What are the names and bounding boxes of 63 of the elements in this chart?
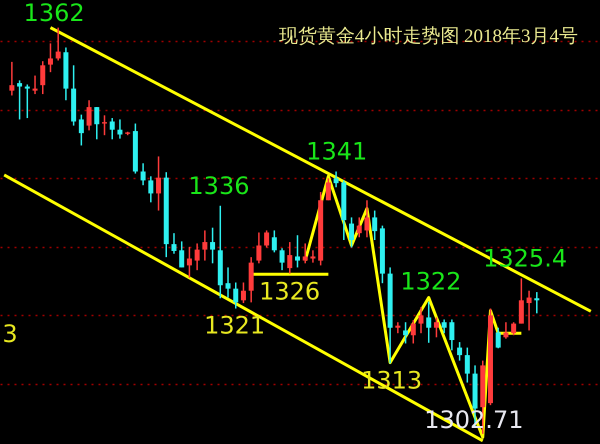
candlestick: [280, 247, 285, 271]
candlestick: [86, 100, 92, 132]
candlestick: [78, 114, 84, 146]
candlestick: [40, 60, 46, 95]
candlestick: [334, 170, 339, 188]
annotation: 1362: [24, 0, 85, 27]
candlestick: [302, 242, 308, 264]
candlestick: [287, 241, 292, 274]
candlestick: [434, 316, 439, 338]
candlestick: [310, 250, 316, 264]
candlestick: [503, 321, 508, 340]
candlestick: [395, 321, 400, 334]
candlestick: [94, 106, 100, 140]
candlestick: [102, 114, 108, 136]
candlestick: [464, 346, 470, 384]
candlestick: [349, 216, 354, 248]
candlestick: [56, 26, 61, 62]
candlestick: [148, 176, 154, 204]
candlestick: [356, 216, 362, 238]
candlestick: [202, 230, 208, 262]
candlestick: [171, 232, 176, 254]
candlestick: [226, 266, 231, 298]
candlestick: [534, 291, 540, 314]
candlestick: [256, 232, 262, 264]
annotation: 1326: [259, 277, 320, 306]
candlestick: [511, 321, 516, 336]
candlestick: [442, 318, 447, 334]
candlestick: [233, 282, 238, 310]
candlestick: [240, 282, 246, 304]
candlestick: [410, 319, 416, 344]
candlestick: [17, 80, 22, 120]
candlestick: [526, 290, 532, 332]
candlestick: [403, 321, 408, 344]
candlestick: [9, 61, 14, 96]
candlestick: [117, 118, 122, 140]
annotation: 1336: [188, 172, 250, 200]
candlestick: [179, 240, 184, 268]
candlestick: [194, 242, 200, 271]
candlestick: [426, 300, 432, 344]
candlestick: [449, 318, 454, 352]
candlestick: [294, 234, 300, 268]
candlestick: [364, 200, 370, 238]
candlestick: [140, 162, 146, 186]
candlestick: [264, 230, 270, 248]
chart-title: 现货黄金4小时走势图 2018年3月4号: [278, 26, 578, 47]
annotation: 3: [2, 320, 18, 348]
candlestick: [372, 210, 378, 241]
annotation: 1341: [306, 138, 368, 166]
candlestick: [110, 117, 115, 140]
candlestick: [186, 246, 192, 278]
candlestick: [32, 74, 38, 95]
candlestick: [496, 326, 501, 350]
candlestick: [48, 42, 53, 73]
annotation: 1322: [400, 268, 462, 296]
candlestick: [457, 341, 462, 362]
annotation: 1321: [204, 312, 266, 340]
candlestick: [156, 156, 162, 212]
candlestick: [518, 278, 524, 324]
candlestick: [418, 306, 424, 334]
candlestick: [326, 178, 331, 202]
candlestick: [272, 230, 277, 254]
candlestick: [210, 226, 216, 264]
candlestick: [24, 84, 30, 119]
